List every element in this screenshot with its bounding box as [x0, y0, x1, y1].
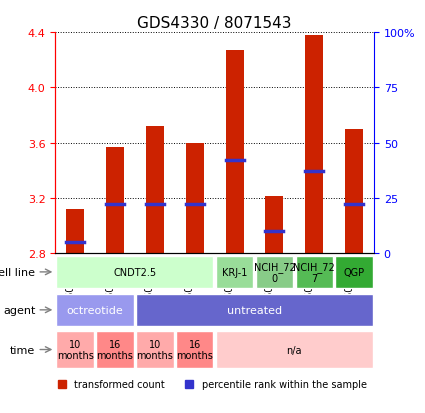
- Text: percentile rank within the sample: percentile rank within the sample: [202, 379, 367, 389]
- FancyBboxPatch shape: [136, 294, 373, 326]
- FancyBboxPatch shape: [136, 331, 173, 368]
- Text: NCIH_72
0: NCIH_72 0: [254, 261, 295, 283]
- Text: 16
months: 16 months: [176, 339, 213, 361]
- Bar: [186, 143, 204, 253]
- Text: NCIH_72
7: NCIH_72 7: [293, 261, 335, 283]
- FancyBboxPatch shape: [216, 256, 253, 288]
- FancyBboxPatch shape: [295, 256, 333, 288]
- Text: KRJ-1: KRJ-1: [222, 267, 247, 277]
- Text: n/a: n/a: [286, 345, 302, 355]
- FancyBboxPatch shape: [335, 256, 373, 288]
- Text: 10
months: 10 months: [57, 339, 94, 361]
- Text: CNDT2.5: CNDT2.5: [113, 267, 156, 277]
- FancyBboxPatch shape: [256, 256, 293, 288]
- Bar: [345, 129, 363, 253]
- Text: 16
months: 16 months: [96, 339, 133, 361]
- Bar: [226, 51, 244, 253]
- FancyBboxPatch shape: [216, 331, 373, 368]
- FancyBboxPatch shape: [96, 331, 134, 368]
- FancyBboxPatch shape: [57, 331, 94, 368]
- Text: octreotide: octreotide: [67, 305, 124, 315]
- Text: transformed count: transformed count: [74, 379, 165, 389]
- Bar: [146, 127, 164, 253]
- Text: cell line: cell line: [0, 267, 35, 277]
- FancyBboxPatch shape: [176, 331, 213, 368]
- Bar: [305, 36, 323, 253]
- Text: time: time: [10, 345, 35, 355]
- FancyBboxPatch shape: [57, 256, 213, 288]
- Title: GDS4330 / 8071543: GDS4330 / 8071543: [137, 16, 292, 31]
- FancyBboxPatch shape: [57, 294, 134, 326]
- Text: untreated: untreated: [227, 305, 282, 315]
- Bar: [106, 147, 124, 253]
- Bar: [66, 209, 84, 253]
- Text: 10
months: 10 months: [136, 339, 173, 361]
- Text: agent: agent: [3, 305, 35, 315]
- Bar: [266, 197, 283, 253]
- Text: QGP: QGP: [343, 267, 365, 277]
